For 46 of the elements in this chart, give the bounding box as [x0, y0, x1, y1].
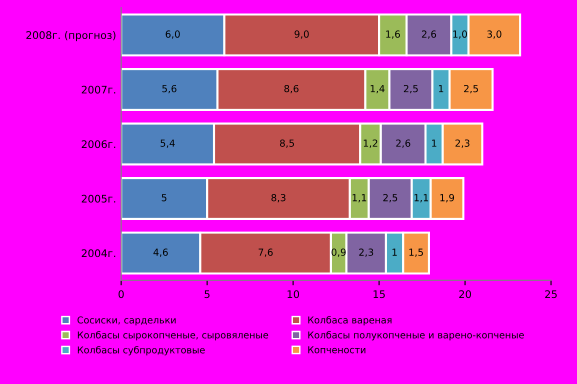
y-tick-label: 2007г. [82, 86, 116, 94]
legend-label: Сосиски, сардельки [78, 316, 176, 326]
data-label: 4,6 [153, 248, 168, 257]
legend-label: Колбасы субпродуктовые [78, 346, 205, 356]
data-label: 2,5 [464, 84, 478, 94]
data-label: 1,2 [364, 139, 378, 148]
legend-label: Копчености [308, 346, 366, 354]
data-label: 1,0 [453, 30, 467, 39]
data-label: 1,1 [414, 194, 428, 202]
legend-label: Колбаса вареная [308, 316, 392, 326]
data-label: 2,6 [422, 30, 436, 39]
data-label: 8,6 [284, 84, 299, 94]
data-label: 1,6 [386, 30, 400, 39]
data-label: 7,6 [258, 248, 273, 257]
data-label: 5,4 [160, 140, 175, 148]
data-label: 5,6 [162, 84, 176, 94]
data-label: 1,4 [370, 85, 385, 94]
data-label: 3,0 [487, 30, 502, 39]
data-label: 5 [162, 194, 166, 202]
x-tick-label: 5 [204, 290, 210, 298]
data-label: 1 [438, 85, 444, 92]
data-label: 1,1 [352, 194, 366, 202]
x-tick-label: 0 [118, 290, 124, 298]
x-tick-label: 15 [374, 290, 385, 298]
y-tick-label: 2008г. (прогноз) [26, 31, 116, 42]
data-label: 1 [432, 140, 436, 147]
data-label: 2,5 [383, 194, 398, 202]
y-tick-label: 2005г. [82, 194, 116, 203]
x-tick-label: 20 [459, 290, 471, 298]
data-label: 1,9 [440, 194, 454, 202]
data-label: 8,3 [271, 194, 286, 202]
y-tick-label: 2004г. [82, 249, 116, 258]
data-label: 2,6 [396, 139, 410, 148]
data-label: 2,3 [359, 248, 374, 257]
y-tick-label: 2006г. [82, 140, 116, 148]
x-tick-label: 10 [288, 290, 300, 298]
legend-label: Колбасы сырокопченые, сыровяленые [78, 331, 268, 340]
data-label: 9,0 [294, 30, 309, 39]
data-label: 6,0 [166, 30, 180, 39]
data-label: 1,5 [409, 248, 423, 257]
x-tick-label: 25 [545, 290, 557, 298]
legend-label: Колбасы полукопченые и варено-копченые [308, 331, 524, 340]
data-label: 2,5 [404, 84, 418, 94]
data-label: 8,5 [280, 139, 294, 148]
data-label: 2,3 [455, 139, 470, 148]
data-label: 1 [392, 248, 397, 256]
